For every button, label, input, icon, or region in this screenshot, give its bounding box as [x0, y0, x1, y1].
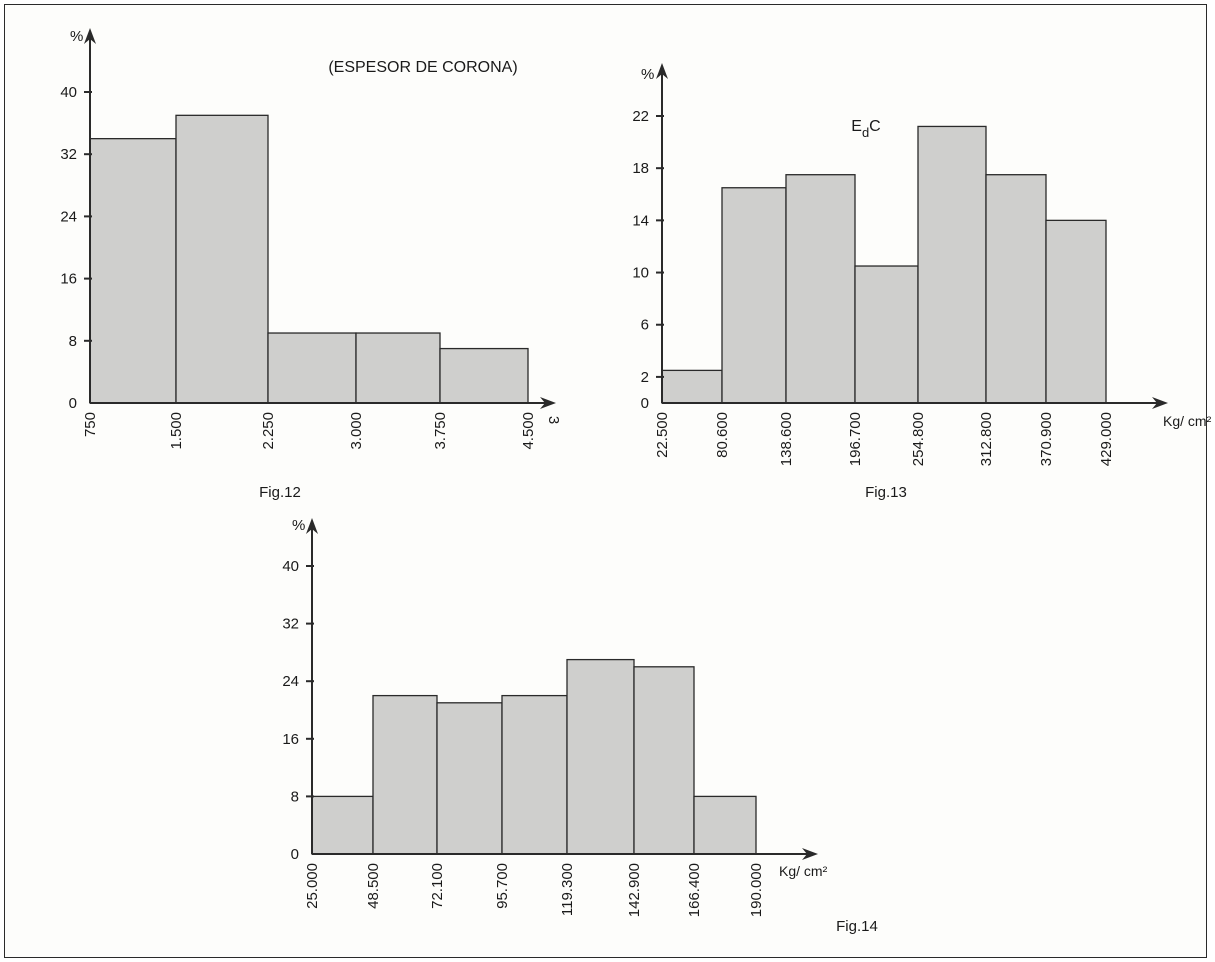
x-axis-unit: Kg/ cm² — [779, 863, 828, 879]
bar-4 — [501, 694, 568, 855]
x-tick-label: 119.300 — [559, 863, 576, 916]
bar-2 — [721, 187, 787, 404]
chart-title: EdC — [851, 118, 880, 140]
x-tick-label: 72.100 — [429, 863, 446, 909]
y-tick-label: 0 — [291, 846, 299, 863]
bar-5 — [439, 347, 529, 404]
histogram-fig-13: 0 2 6 10 14 18 22 22.500 80.600 138.600 196.700 254… — [632, 63, 1212, 501]
x-tick-label: 4.500 — [520, 412, 537, 450]
y-tick-label: 0 — [69, 395, 77, 412]
x-tick-label: 22.500 — [654, 412, 671, 458]
x-tick-label: 48.500 — [365, 863, 382, 909]
x-tick-label: 3.750 — [432, 412, 449, 450]
bar-2 — [372, 694, 438, 855]
bar-6 — [985, 174, 1047, 404]
histogram-fig-12: 0 8 16 24 32 40 750 1.500 2.250 3.000 3.750 4.500% 3… — [60, 28, 562, 501]
bar-1 — [89, 137, 177, 404]
y-tick-label: 24 — [282, 673, 299, 690]
y-tick-label: 10 — [632, 265, 649, 282]
y-tick-label: 8 — [291, 788, 299, 805]
x-axis-unit: Kg/ cm² — [1163, 413, 1212, 429]
x-axis-arrow — [540, 397, 556, 409]
x-tick-label: 1.500 — [168, 412, 185, 450]
y-axis-label: % — [292, 517, 305, 534]
x-tick-label: 138.600 — [778, 412, 795, 466]
bar-1 — [661, 369, 723, 404]
y-tick-label: 32 — [60, 146, 77, 163]
y-tick-label: 14 — [632, 212, 649, 229]
y-axis-label: % — [641, 66, 654, 83]
y-axis-arrow — [656, 63, 668, 79]
y-tick-label: 16 — [60, 271, 77, 288]
y-axis-arrow — [84, 28, 96, 44]
x-tick-label: 429.000 — [1098, 412, 1115, 466]
chart-title: (ESPESOR DE CORONA) — [328, 59, 517, 76]
x-axis-arrow — [1152, 397, 1168, 409]
x-axis-unit: 3 — [545, 416, 562, 424]
y-tick-label: 22 — [632, 108, 649, 125]
figure-caption: Fig.12 — [259, 484, 301, 501]
x-tick-label: 95.700 — [494, 863, 511, 909]
x-tick-label: 2.250 — [260, 412, 277, 450]
y-tick-label: 6 — [641, 317, 649, 334]
x-tick-label: 25.000 — [304, 863, 321, 909]
bar-3 — [436, 702, 503, 855]
y-tick-label: 2 — [641, 369, 649, 386]
x-tick-label: 370.900 — [1038, 412, 1055, 466]
y-tick-label: 8 — [69, 333, 77, 350]
bar-5 — [566, 658, 635, 855]
x-tick-label: 254.800 — [910, 412, 927, 466]
x-axis-arrow — [802, 848, 818, 860]
y-tick-label: 40 — [60, 84, 77, 101]
y-tick-label: 0 — [641, 395, 649, 412]
y-tick-label: 18 — [632, 160, 649, 177]
histogram-fig-14: 0 8 16 24 32 40 25.000 48.500 72.100 95.700 119.30… — [282, 517, 878, 935]
x-tick-label: 3.000 — [348, 412, 365, 450]
y-axis-arrow — [306, 518, 318, 534]
x-tick-label: 196.700 — [847, 412, 864, 466]
bar-4 — [355, 332, 441, 404]
y-tick-label: 40 — [282, 558, 299, 575]
bar-7 — [1045, 219, 1107, 404]
bar-3 — [785, 174, 856, 404]
figure-caption: Fig.14 — [836, 918, 878, 935]
x-tick-label: 142.900 — [626, 863, 643, 917]
bar-7 — [693, 795, 757, 855]
bar-6 — [633, 666, 695, 855]
bar-4 — [854, 265, 919, 404]
y-tick-label: 24 — [60, 208, 77, 225]
bar-3 — [267, 332, 357, 404]
bar-2 — [175, 114, 269, 404]
y-tick-label: 32 — [282, 616, 299, 633]
y-tick-label: 16 — [282, 731, 299, 748]
figure-caption: Fig.13 — [865, 484, 907, 501]
x-tick-label: 80.600 — [714, 412, 731, 458]
x-tick-label: 750 — [82, 412, 99, 437]
y-axis-label: % — [70, 28, 83, 45]
x-tick-label: 312.800 — [978, 412, 995, 466]
x-tick-label: 166.400 — [686, 863, 703, 917]
bar-1 — [311, 795, 374, 855]
x-tick-label: 190.000 — [748, 863, 765, 917]
bar-5 — [917, 125, 987, 404]
